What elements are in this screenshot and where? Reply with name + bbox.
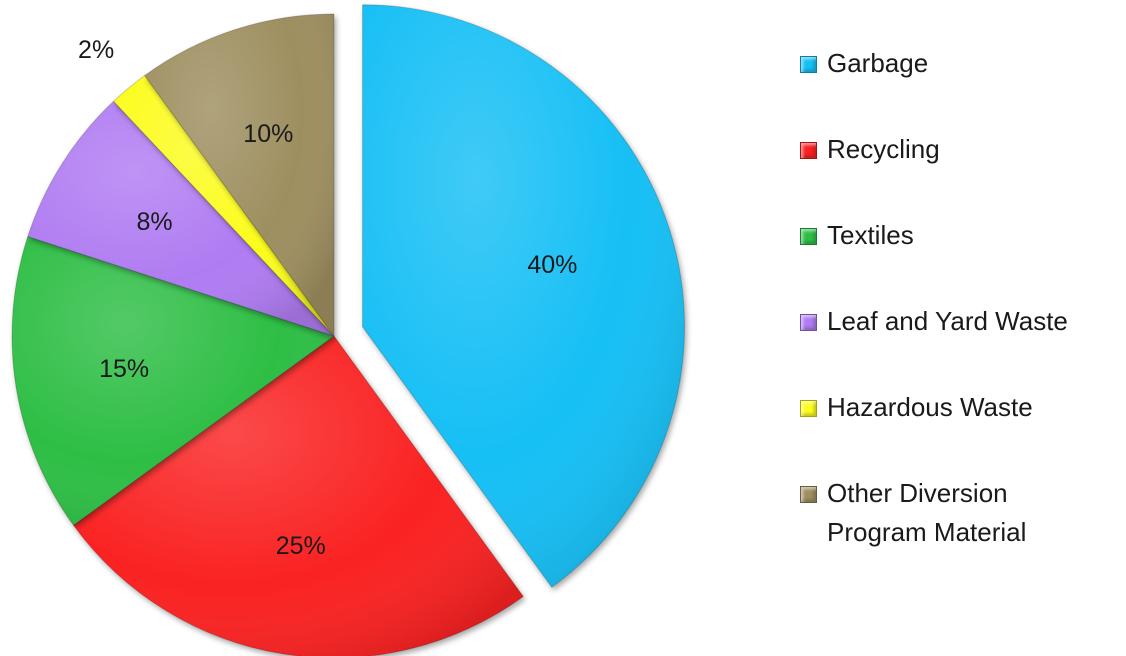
pie-slice-sheen bbox=[113, 75, 334, 337]
data-label-recycling: 25% bbox=[276, 532, 326, 560]
data-label-garbage: 40% bbox=[527, 251, 577, 279]
legend: Garbage Recycling Textiles Leaf and Yard Wa… bbox=[800, 44, 1120, 560]
legend-swatch-icon bbox=[800, 314, 817, 331]
legend-label: Leaf and Yard Waste bbox=[827, 306, 1068, 336]
data-label-textiles: 15% bbox=[99, 355, 149, 383]
legend-item: Textiles bbox=[800, 216, 1120, 302]
data-label-leaf-and-yard-waste: 8% bbox=[136, 208, 172, 236]
legend-item: Garbage bbox=[800, 44, 1120, 130]
pie-slices bbox=[11, 4, 685, 656]
legend-label: Garbage bbox=[827, 48, 929, 78]
legend-swatch-icon bbox=[800, 486, 817, 503]
legend-item: Recycling bbox=[800, 130, 1120, 216]
legend-swatch-icon bbox=[800, 400, 817, 417]
legend-swatch-icon bbox=[800, 56, 817, 73]
pie-slice-sheen bbox=[73, 336, 524, 656]
pie-labels: 40% 25% 15% 8% 2% 10% bbox=[78, 36, 577, 560]
legend-item: Hazardous Waste bbox=[800, 388, 1120, 474]
legend-swatch-icon bbox=[800, 228, 817, 245]
legend-label: Textiles bbox=[827, 220, 914, 250]
pie-chart: 40% 25% 15% 8% 2% 10% bbox=[11, 4, 685, 656]
data-label-hazardous-waste: 2% bbox=[78, 36, 114, 64]
legend-item: Leaf and Yard Waste bbox=[800, 302, 1120, 388]
pie-slice-sheen bbox=[27, 101, 335, 337]
legend-item: Other Diversion Program Material bbox=[800, 474, 1120, 560]
legend-label: Recycling bbox=[827, 134, 940, 164]
legend-swatch-icon bbox=[800, 142, 817, 159]
pie-slice-sheen bbox=[362, 4, 685, 588]
data-label-other-diversion-program-material: 10% bbox=[243, 120, 293, 148]
pie-slice-sheen bbox=[144, 14, 334, 336]
legend-label: Other Diversion Program Material bbox=[827, 478, 1027, 547]
legend-label: Hazardous Waste bbox=[827, 392, 1033, 422]
pie-slice-sheen bbox=[11, 236, 334, 526]
